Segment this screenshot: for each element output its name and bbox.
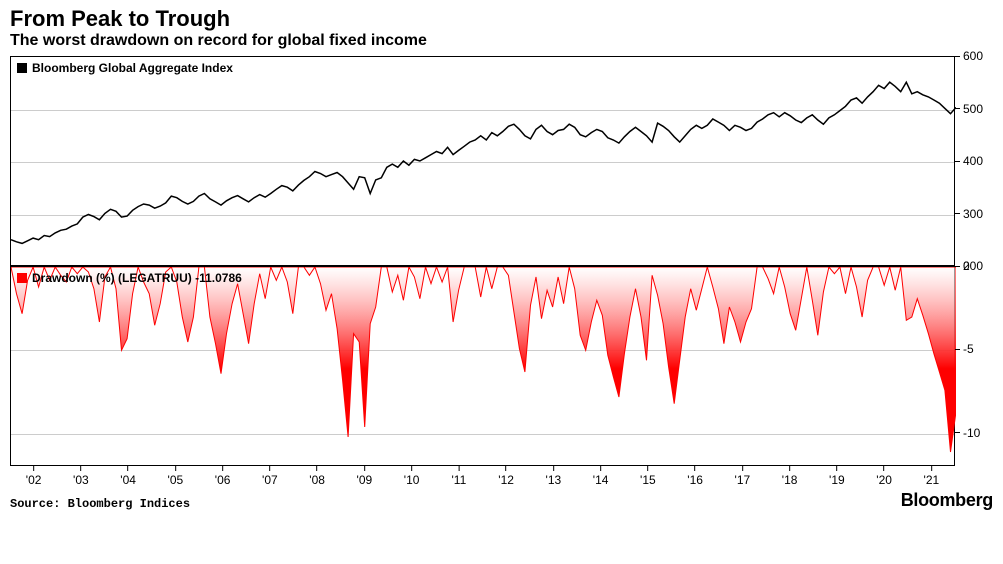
panel-bottom-drawdown: Drawdown (%) (LEGATRUU) -11.0786 -10-50 [10, 266, 993, 466]
x-tick: '13 [546, 466, 562, 487]
x-tick: '16 [687, 466, 703, 487]
source-text: Source: Bloomberg Indices [10, 497, 190, 511]
x-tick: '06 [215, 466, 231, 487]
x-tick: '15 [640, 466, 656, 487]
y-axis-bottom: -10-50 [955, 266, 993, 466]
y-tick: -5 [955, 341, 993, 357]
legend-bottom: Drawdown (%) (LEGATRUU) -11.0786 [17, 271, 242, 285]
x-tick: '11 [452, 466, 467, 487]
x-tick: '10 [404, 466, 420, 487]
x-tick: '02 [26, 466, 42, 487]
x-tick: '04 [120, 466, 136, 487]
x-tick: '20 [876, 466, 892, 487]
area-series-bottom [11, 267, 956, 467]
x-tick: '09 [357, 466, 373, 487]
x-tick: '07 [262, 466, 278, 487]
legend-top: Bloomberg Global Aggregate Index [17, 61, 233, 75]
legend-swatch-bottom [17, 273, 27, 283]
y-tick: -10 [955, 425, 993, 441]
x-tick: '21 [924, 466, 940, 487]
y-tick: 0 [955, 258, 993, 274]
y-tick: 400 [955, 153, 993, 169]
chart-title: From Peak to Trough [0, 0, 1003, 32]
legend-swatch-top [17, 63, 27, 73]
x-tick: '19 [829, 466, 845, 487]
line-series-top [11, 57, 956, 267]
x-axis: '02 '03 '04 '05 '06 '07 '08 '09 '10 '11 '12 '13 '14 '… [10, 466, 993, 488]
x-tick: '12 [498, 466, 514, 487]
legend-label-bottom: Drawdown (%) (LEGATRUU) -11.0786 [32, 271, 242, 285]
brand-logo: Bloomberg [901, 490, 993, 511]
x-tick: '05 [168, 466, 184, 487]
x-tick: '08 [309, 466, 325, 487]
y-tick: 300 [955, 206, 993, 222]
y-tick: 500 [955, 101, 993, 117]
chart-container: Bloomberg Global Aggregate Index 2003004… [10, 56, 993, 466]
y-tick: 600 [955, 48, 993, 64]
y-axis-top: 200300400500600 [955, 56, 993, 266]
footer: Source: Bloomberg Indices Bloomberg [0, 488, 1003, 511]
plot-area-top: Bloomberg Global Aggregate Index [10, 56, 955, 266]
panel-top-index: Bloomberg Global Aggregate Index 2003004… [10, 56, 993, 266]
legend-label-top: Bloomberg Global Aggregate Index [32, 61, 233, 75]
x-tick: '14 [593, 466, 609, 487]
x-tick: '03 [73, 466, 89, 487]
x-tick: '17 [735, 466, 751, 487]
x-tick: '18 [782, 466, 798, 487]
chart-subtitle: The worst drawdown on record for global … [0, 32, 1003, 56]
plot-area-bottom: Drawdown (%) (LEGATRUU) -11.0786 [10, 266, 955, 466]
